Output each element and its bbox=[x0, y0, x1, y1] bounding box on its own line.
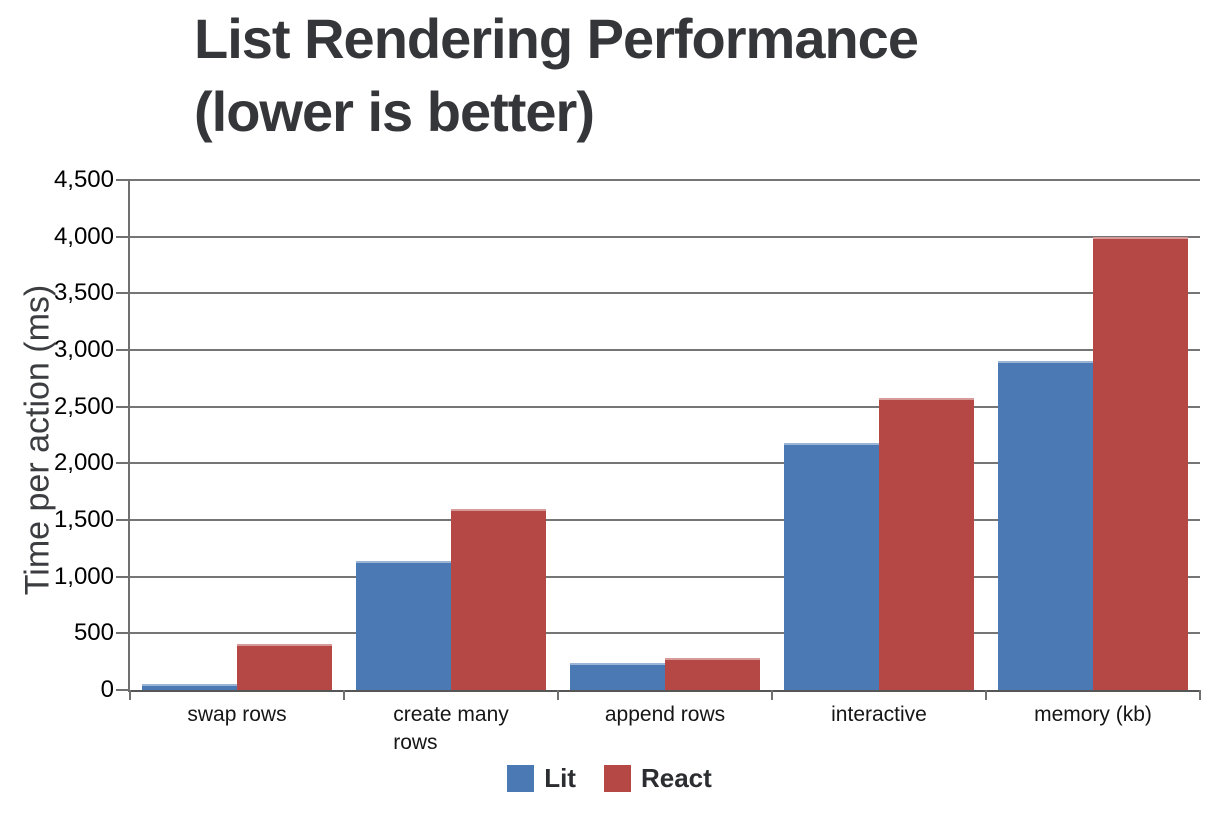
bar-react-append-rows bbox=[665, 658, 760, 690]
y-axis-tick bbox=[116, 689, 130, 691]
y-axis-tick bbox=[116, 292, 130, 295]
bar-lit-create-many-rows bbox=[356, 560, 451, 690]
x-category-label: append rows bbox=[558, 701, 772, 729]
bar-react-swap-rows bbox=[237, 643, 332, 690]
gridline bbox=[130, 519, 1200, 521]
chart-title: List Rendering Performance (lower is bet… bbox=[194, 7, 919, 143]
y-axis-tick bbox=[116, 632, 130, 635]
y-axis-tick bbox=[116, 519, 130, 521]
bar-lit-interactive bbox=[784, 442, 879, 690]
gridline bbox=[130, 405, 1200, 408]
plot-area: 0 500 1,000 1,500 2,000 2,500 3,000 3,500 4,000 4… bbox=[54, 166, 1201, 754]
x-axis-tick bbox=[343, 690, 345, 700]
y-tick-label: 3,500 bbox=[53, 279, 114, 307]
gridline bbox=[130, 179, 1200, 181]
gridline bbox=[130, 632, 1200, 635]
y-axis-tick bbox=[116, 235, 130, 238]
gridline bbox=[130, 235, 1200, 238]
x-category-label-text: swap rows bbox=[187, 703, 287, 726]
y-tick-label: 1,500 bbox=[53, 506, 114, 533]
legend-swatch-react bbox=[603, 765, 631, 792]
x-axis-tick bbox=[1199, 690, 1201, 700]
y-tick-label: 2,500 bbox=[53, 392, 114, 420]
legend: Lit React bbox=[0, 763, 1219, 794]
y-axis-tick bbox=[116, 462, 130, 465]
x-category-label-text: create many rows bbox=[393, 703, 509, 754]
y-tick-label: 3,000 bbox=[53, 336, 114, 363]
gridline bbox=[130, 575, 1200, 578]
y-axis-title: Time per action (ms) bbox=[18, 284, 57, 596]
bar-lit-append-rows bbox=[570, 662, 665, 690]
x-axis-tick bbox=[557, 690, 559, 700]
bar-lit-swap-rows bbox=[142, 684, 237, 690]
gridline bbox=[130, 462, 1200, 465]
legend-swatch-lit bbox=[507, 765, 535, 792]
y-axis-tick bbox=[116, 405, 130, 408]
y-axis-tick bbox=[116, 349, 130, 351]
x-axis-tick bbox=[129, 690, 131, 700]
bar-react-interactive bbox=[879, 397, 974, 690]
bar-lit-memory-kb bbox=[998, 361, 1093, 690]
gridline bbox=[130, 292, 1200, 295]
y-tick-label: 0 bbox=[100, 676, 114, 703]
legend-label-lit: Lit bbox=[544, 763, 576, 793]
gridline bbox=[130, 349, 1200, 351]
x-axis-tick bbox=[985, 690, 987, 700]
bar-react-create-many-rows bbox=[451, 508, 546, 690]
y-tick-label: 4,000 bbox=[53, 222, 114, 250]
legend-label-react: React bbox=[640, 763, 712, 793]
y-axis-tick bbox=[116, 575, 130, 578]
x-category-label-text: memory (kb) bbox=[1034, 703, 1152, 726]
y-tick-label: 500 bbox=[73, 619, 114, 647]
x-category-label: swap rows bbox=[130, 701, 344, 729]
x-category-label: create many rows bbox=[344, 701, 558, 757]
x-axis-tick bbox=[771, 690, 773, 700]
legend-item-react: React bbox=[603, 763, 712, 794]
y-tick-label: 4,500 bbox=[53, 166, 114, 193]
y-axis-tick bbox=[116, 179, 130, 181]
y-tick-label: 2,000 bbox=[53, 449, 114, 477]
bar-react-memory-kb bbox=[1093, 236, 1188, 690]
x-category-label-text: interactive bbox=[831, 703, 927, 726]
x-category-label-text: append rows bbox=[604, 703, 726, 726]
y-tick-label: 1,000 bbox=[53, 562, 114, 590]
x-category-label: memory (kb) bbox=[986, 701, 1200, 729]
x-category-label: interactive bbox=[772, 701, 986, 729]
legend-item-lit: Lit bbox=[507, 763, 576, 794]
